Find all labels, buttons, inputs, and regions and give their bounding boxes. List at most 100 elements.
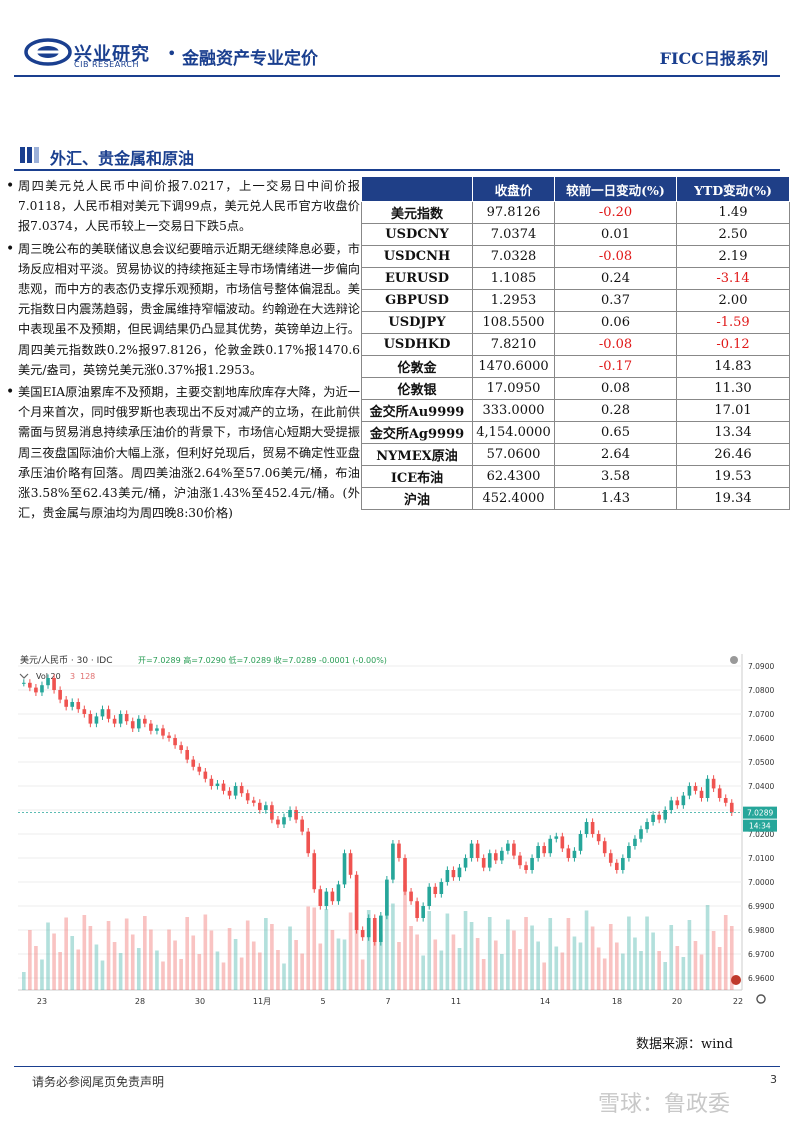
volume-bar xyxy=(88,926,93,990)
candle-body xyxy=(469,843,474,858)
cell-ytd: 14.83 xyxy=(676,355,790,378)
page-header: 兴业研究 CIB RESEARCH • 金融资产专业定价 FICC日报系列 xyxy=(0,0,794,77)
collapse-arrow-icon[interactable] xyxy=(19,673,29,679)
volume-bar xyxy=(251,941,256,990)
volume-bar xyxy=(64,917,68,990)
volume-bar xyxy=(52,933,56,990)
candle-body xyxy=(251,800,256,803)
volume-bar xyxy=(554,946,559,990)
candle-body xyxy=(161,728,165,736)
footer-divider xyxy=(14,1066,780,1067)
table-row: NYMEX原油 57.0600 2.64 26.46 xyxy=(361,443,790,466)
cell-close: 4,154.0000 xyxy=(472,421,555,444)
table-row: GBPUSD 1.2953 0.37 2.00 xyxy=(361,289,790,312)
candle-body xyxy=(451,870,456,878)
last-price-box xyxy=(743,806,777,819)
cell-close: 1.1085 xyxy=(472,267,555,290)
candle-body xyxy=(173,738,177,746)
candle-body xyxy=(463,858,468,868)
candle-body xyxy=(143,718,147,724)
candle-body xyxy=(203,771,208,779)
table-row: USDCNY 7.0374 0.01 2.50 xyxy=(361,223,790,246)
volume-bar xyxy=(106,921,111,990)
candle-body xyxy=(167,735,171,738)
volume-bar xyxy=(705,905,710,990)
x-tick-label: 23 xyxy=(37,997,47,1006)
cell-chg: 0.24 xyxy=(554,267,677,290)
candle-body xyxy=(94,716,99,724)
volume-bar xyxy=(475,938,480,990)
volume-bar xyxy=(366,910,371,990)
chart-menu-icon[interactable] xyxy=(730,656,738,664)
candle-body xyxy=(681,795,686,806)
cell-close: 1.2953 xyxy=(472,289,555,312)
volume-bar xyxy=(227,928,232,990)
volume-bar xyxy=(318,943,323,990)
candle-body xyxy=(312,853,317,890)
column-header: 收盘价 xyxy=(472,176,555,202)
volume-bar xyxy=(46,922,50,990)
volume-bar xyxy=(681,957,686,990)
candle-body xyxy=(46,678,50,686)
candle-body xyxy=(385,879,389,916)
candle-body xyxy=(245,793,250,801)
candle-body xyxy=(657,814,661,820)
volume-bar xyxy=(500,954,504,990)
table-row: 伦敦金 1470.6000 -0.17 14.83 xyxy=(361,355,790,378)
candle-body xyxy=(487,853,492,868)
volume-bar xyxy=(336,938,341,990)
candle-body xyxy=(82,709,87,714)
candle-body xyxy=(372,918,377,942)
candle-body xyxy=(100,709,105,717)
volume-bar xyxy=(28,930,32,990)
cell-name: NYMEX原油 xyxy=(361,443,473,466)
last-time-label: 14:34 xyxy=(749,822,771,831)
volume-bar xyxy=(578,942,583,990)
volume-bar xyxy=(257,952,262,990)
volume-bar xyxy=(294,940,298,990)
candle-body xyxy=(614,862,619,870)
candle-body xyxy=(379,915,383,942)
candle-body xyxy=(560,836,565,849)
cell-chg: 2.64 xyxy=(554,443,677,466)
y-tick-label: 7.0000 xyxy=(748,878,774,887)
candle-body xyxy=(663,810,668,820)
cell-chg: 3.58 xyxy=(554,465,677,488)
volume-bar xyxy=(300,953,304,990)
candle-body xyxy=(717,788,722,798)
candle-body xyxy=(130,721,135,729)
cell-chg: 0.28 xyxy=(554,399,677,422)
candle-body xyxy=(621,858,625,870)
y-tick-label: 7.0100 xyxy=(748,854,774,863)
candle-body xyxy=(391,843,395,880)
volume-bar xyxy=(621,953,625,990)
cell-ytd: -1.59 xyxy=(676,311,790,334)
disclaimer-note: 请务必参阅尾页免责声明 xyxy=(32,1075,165,1089)
settings-gear-icon[interactable] xyxy=(756,994,766,1004)
candle-body xyxy=(221,783,226,791)
volume-bar xyxy=(548,918,553,990)
volume-bar xyxy=(155,950,159,990)
candle-body xyxy=(106,709,111,719)
usdcny-chart: 美元/人民币 · 30 · IDC 开=7.0289 高=7.0290 低=7.… xyxy=(0,648,794,1010)
volume-value: 3 xyxy=(70,672,75,681)
candle-body xyxy=(439,882,444,894)
candle-body xyxy=(324,891,329,906)
volume-bar xyxy=(608,924,613,990)
candle-body xyxy=(542,846,547,854)
candle-body xyxy=(288,810,292,818)
candle-body xyxy=(191,759,196,767)
candle-body xyxy=(645,822,649,830)
candle-body xyxy=(22,682,26,684)
table-row: USDCNH 7.0328 -0.08 2.19 xyxy=(361,245,790,268)
candle-body xyxy=(584,822,589,834)
volume-bar xyxy=(161,961,165,990)
volume-bar xyxy=(693,941,698,990)
candle-body xyxy=(70,702,75,707)
volume-bar xyxy=(22,972,26,990)
volume-bar xyxy=(40,959,44,990)
volume-bar xyxy=(427,911,432,990)
volume-bar xyxy=(584,910,589,990)
volume-bar xyxy=(233,939,238,990)
volume-bar xyxy=(179,959,183,990)
